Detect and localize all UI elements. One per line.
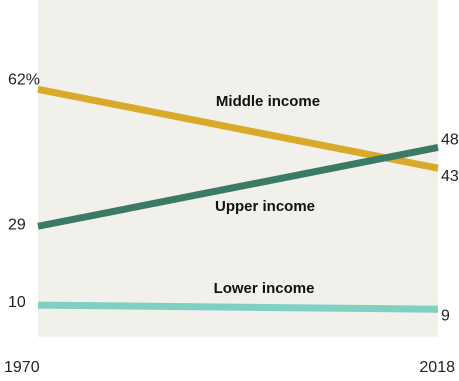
x-tick-label-1970: 1970 (4, 359, 40, 376)
series-line-upper-income (37, 143, 439, 230)
series-names: Middle income Upper income Lower income (214, 93, 321, 297)
end-label-lower-income: 9 (441, 307, 450, 324)
series-name-upper-income: Upper income (215, 198, 315, 215)
end-label-middle-income: 43 (441, 168, 459, 185)
series-line-middle-income (37, 85, 439, 172)
x-axis-ticks: 1970 2018 (4, 359, 455, 376)
end-label-upper-income: 48 (441, 131, 459, 148)
series-name-middle-income: Middle income (216, 93, 320, 110)
plot-background (38, 0, 438, 337)
series-line-lower-income (37, 301, 439, 313)
series-name-lower-income: Lower income (214, 280, 315, 297)
start-label-middle-income: 62% (8, 71, 40, 88)
value-labels: 62% 43 29 48 10 9 (8, 71, 459, 324)
x-tick-label-2018: 2018 (419, 359, 455, 376)
start-label-upper-income: 29 (8, 216, 26, 233)
series-lines (37, 85, 439, 313)
start-label-lower-income: 10 (8, 294, 26, 311)
